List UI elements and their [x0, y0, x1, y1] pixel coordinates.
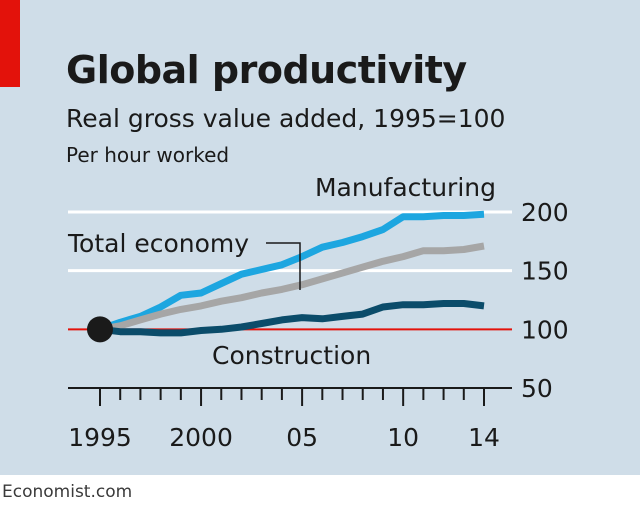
- line-chart: Manufacturing Total economy Construction…: [67, 173, 569, 452]
- x-tick-label-05: 05: [286, 423, 318, 452]
- y-tick-label-150: 150: [521, 257, 569, 286]
- total-economy-leader-line: [266, 242, 301, 290]
- series-line-total-economy: [99, 242, 485, 333]
- brand-tag: [0, 0, 20, 87]
- chart-panel: [0, 0, 640, 475]
- series-labels: Manufacturing Total economy Construction: [67, 173, 496, 370]
- x-axis: [68, 387, 512, 406]
- y-tick-label-50: 50: [521, 374, 553, 403]
- series-line-construction: [99, 300, 485, 337]
- series-lines: [87, 210, 485, 343]
- chart-unit: Per hour worked: [66, 143, 230, 167]
- chart-subtitle: Real gross value added, 1995=100: [66, 104, 506, 133]
- x-tick-label-10: 10: [387, 423, 419, 452]
- series-label-construction: Construction: [212, 341, 371, 370]
- source-credit: Economist.com: [2, 482, 133, 502]
- x-tick-label-1995: 1995: [68, 423, 132, 452]
- x-tick-label-14: 14: [468, 423, 500, 452]
- series-label-total-economy: Total economy: [67, 229, 249, 258]
- series-label-manufacturing: Manufacturing: [315, 173, 496, 202]
- x-tick-label-2000: 2000: [169, 423, 233, 452]
- y-tick-label-100: 100: [521, 315, 569, 344]
- series-line-manufacturing: [98, 210, 485, 333]
- tick-labels: 200 150 100 50 1995 2000 05 10 14: [68, 198, 569, 452]
- start-marker-dot: [87, 316, 113, 343]
- chart-title: Global productivity: [66, 48, 467, 92]
- y-tick-label-200: 200: [521, 198, 569, 227]
